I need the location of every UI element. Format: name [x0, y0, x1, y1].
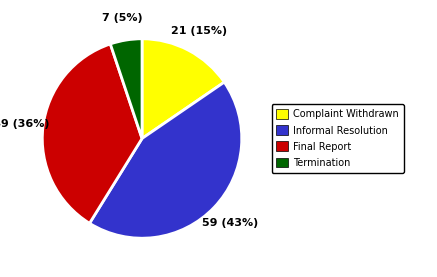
Text: 7 (5%): 7 (5%) [102, 13, 143, 24]
Text: 49 (36%): 49 (36%) [0, 119, 49, 129]
Wedge shape [142, 39, 224, 138]
Wedge shape [110, 39, 142, 138]
Wedge shape [90, 82, 242, 238]
Text: 59 (43%): 59 (43%) [202, 217, 258, 227]
Legend: Complaint Withdrawn, Informal Resolution, Final Report, Termination: Complaint Withdrawn, Informal Resolution… [271, 104, 403, 173]
Wedge shape [42, 44, 142, 223]
Text: 21 (15%): 21 (15%) [171, 26, 227, 36]
